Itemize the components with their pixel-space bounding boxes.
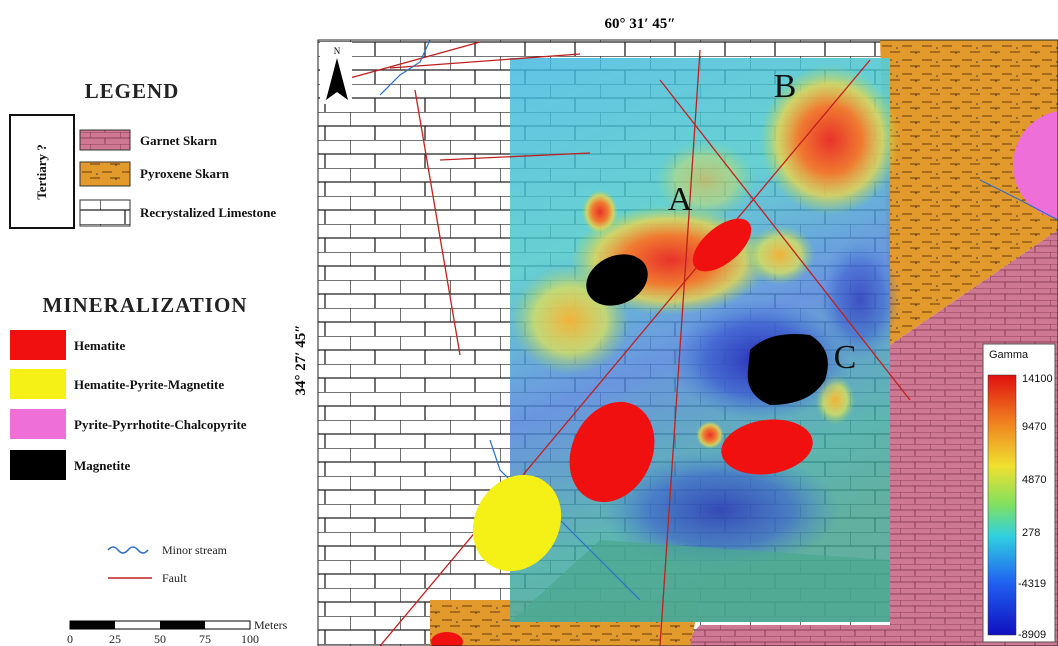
map-shape — [349, 41, 481, 79]
colorbar-tick: -8909 — [1018, 629, 1046, 641]
map-shape — [389, 53, 581, 69]
legend-item: Recrystalized Limestone — [140, 205, 276, 220]
zone-label: A — [668, 181, 693, 218]
legend-title: LEGEND — [85, 79, 180, 103]
map-shape — [747, 334, 828, 405]
map-shape — [721, 419, 813, 475]
scale-label: 50 — [154, 632, 166, 646]
map-shape — [472, 474, 562, 572]
mineral-item: Pyrite-Pyrrhotite-Chalcopyrite — [74, 417, 247, 432]
legend-item: Garnet Skarn — [140, 133, 218, 148]
top-coordinate: 60° 31′ 45″ — [604, 16, 675, 32]
map-shape — [760, 65, 900, 215]
group-label: Tertiary ? — [34, 144, 49, 199]
colorbar: Gamma 14100 9470 4870 278 -4319 -8909 — [982, 343, 1056, 643]
colorbar-tick: 4870 — [1022, 474, 1046, 486]
colorbar-tick: 9470 — [1022, 421, 1046, 433]
map-shape — [820, 240, 900, 360]
map-shape — [510, 540, 890, 622]
scale-label: 75 — [199, 632, 211, 646]
left-coordinate: 34° 27′ 45″ — [293, 324, 309, 395]
legend-item: Pyroxene Skarn — [140, 166, 230, 181]
line-legend: Minor stream — [162, 543, 228, 557]
north-arrow: N — [320, 42, 352, 104]
map-shape — [692, 218, 752, 272]
zone-label: B — [774, 68, 797, 105]
map-shape — [979, 179, 1058, 221]
pyrite-body — [1013, 110, 1058, 220]
mineral-item: Magnetite — [74, 458, 131, 473]
colorbar-tick: 14100 — [1022, 373, 1053, 385]
scale-bar: 0 25 50 75 100 Meters — [67, 618, 288, 646]
map-shape — [655, 140, 755, 220]
group-box — [9, 114, 75, 229]
swatch — [79, 199, 131, 227]
map-shape — [600, 450, 840, 570]
map-shape — [70, 621, 115, 629]
colorbar-tick: 278 — [1022, 527, 1040, 539]
garnet-skarn — [680, 230, 1058, 646]
zone-label: C — [834, 339, 857, 376]
map-shape — [586, 254, 648, 306]
line-legend: Fault — [162, 571, 187, 585]
scale-label: 0 — [67, 632, 73, 646]
map-shape — [569, 401, 655, 503]
swatch — [10, 330, 66, 360]
mineral-item: Hematite — [74, 338, 125, 353]
swatch — [10, 409, 66, 439]
swatch — [10, 369, 66, 399]
mineral-item: Hematite-Pyrite-Magnetite — [74, 377, 224, 392]
map-shape — [431, 632, 463, 646]
scale-label: 25 — [109, 632, 121, 646]
map-shape — [659, 49, 701, 646]
map-shape — [414, 89, 461, 356]
map-shape — [582, 190, 618, 234]
swatch — [79, 129, 131, 151]
north-label: N — [334, 46, 341, 56]
faults — [349, 41, 911, 646]
map-shape — [379, 40, 431, 96]
map-shape — [326, 58, 348, 100]
pyroxene-skarn — [880, 40, 1058, 345]
map-shape — [745, 225, 815, 285]
map-shape — [659, 79, 911, 401]
mineral-bodies — [431, 218, 828, 646]
swatch — [10, 450, 66, 480]
scale-label: 100 — [241, 632, 259, 646]
map-shape — [696, 421, 724, 449]
map-frame — [317, 39, 1058, 646]
colorbar-tick: -4319 — [1018, 578, 1046, 590]
map-shape — [379, 59, 871, 646]
map-shape — [987, 374, 1017, 636]
map-shape — [439, 152, 591, 161]
swatch — [79, 161, 131, 187]
mineralization-title: MINERALIZATION — [43, 293, 248, 317]
map: A B C N — [318, 40, 1058, 646]
scale-unit: Meters — [254, 618, 288, 632]
geophysics — [510, 58, 900, 622]
map-shape — [160, 621, 205, 629]
colorbar-title: Gamma — [989, 349, 1029, 361]
stream-symbol — [107, 546, 149, 554]
